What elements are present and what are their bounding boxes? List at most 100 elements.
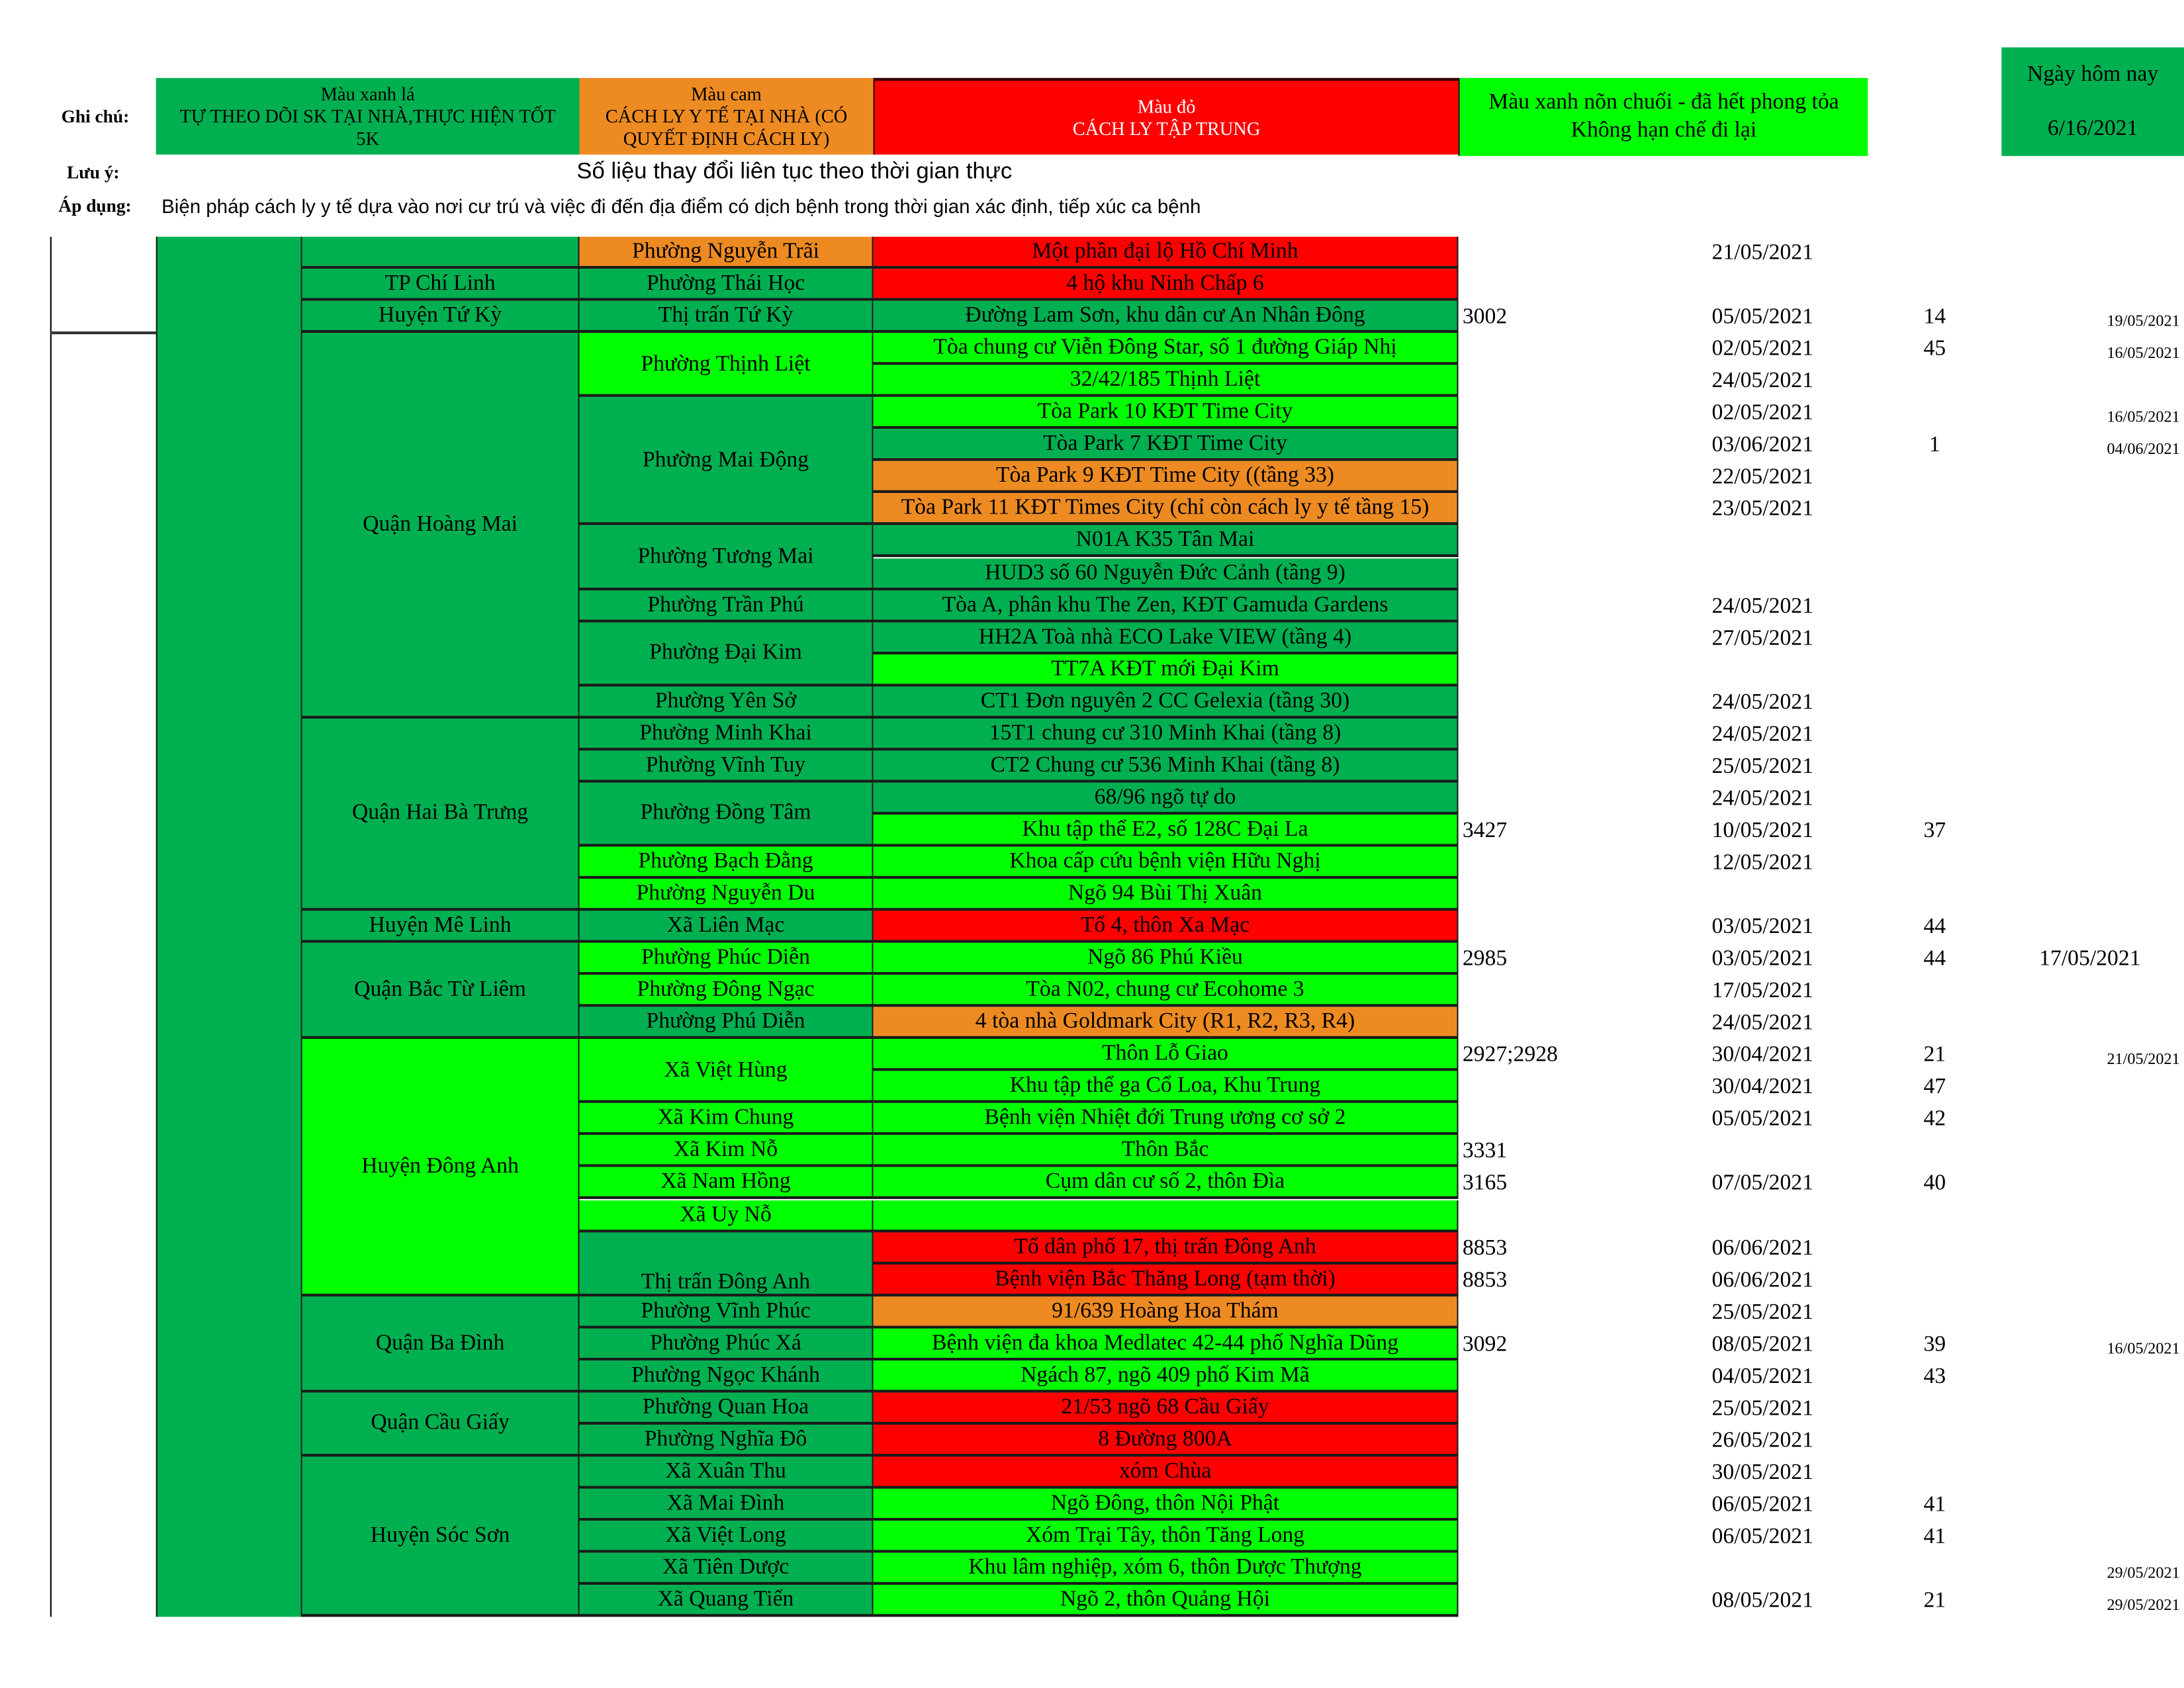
location-cell: 21/53 ngõ 68 Cầu Giấy bbox=[873, 1392, 1459, 1425]
location-cell bbox=[873, 1200, 1459, 1232]
date-cell: 24/05/2021 bbox=[1711, 786, 1813, 811]
date-cell: 25/05/2021 bbox=[1711, 1300, 1813, 1324]
today-box: Ngày hôm nay 6/16/2021 bbox=[2001, 47, 2184, 156]
count-cell: 42 bbox=[1923, 1107, 1946, 1132]
ward-cell: Xã Xuân Thu bbox=[579, 1456, 874, 1489]
ward-cell: Phường Trần Phú bbox=[579, 590, 874, 622]
legend-orange-desc: CÁCH LY Y TẾ TẠI NHÀ (CÓ QUYẾT ĐỊNH CÁCH… bbox=[605, 105, 848, 149]
end-date-cell: 16/05/2021 bbox=[2107, 1341, 2180, 1358]
ward-cell: Xã Quang Tiến bbox=[579, 1585, 874, 1617]
date-cell: 02/05/2021 bbox=[1711, 401, 1813, 425]
location-cell: Ngõ Đông, thôn Nội Phật bbox=[873, 1488, 1459, 1521]
ward-cell: Phường Đông Ngạc bbox=[579, 975, 874, 1008]
ward-cell: Phường Đại Kim bbox=[579, 621, 874, 686]
date-cell: 26/05/2021 bbox=[1711, 1428, 1813, 1452]
legend-lime-title: Màu xanh nõn chuối - đã hết phong tỏa bbox=[1488, 90, 1839, 114]
date-cell: 06/05/2021 bbox=[1711, 1525, 1813, 1549]
date-cell: 03/05/2021 bbox=[1711, 914, 1813, 939]
location-cell: 68/96 ngõ tự do bbox=[873, 782, 1459, 815]
location-cell: Đường Lam Sơn, khu dân cư An Nhân Đông bbox=[873, 300, 1459, 333]
date-cell: 25/05/2021 bbox=[1711, 754, 1813, 779]
ward-cell: Xã Nam Hồng bbox=[579, 1167, 874, 1200]
ward-cell: Phường Bạch Đằng bbox=[579, 846, 874, 879]
location-cell: Cụm dân cư số 2, thôn Đìa bbox=[873, 1167, 1459, 1200]
date-cell: 12/05/2021 bbox=[1711, 850, 1813, 875]
apply-label: Áp dụng: bbox=[58, 195, 132, 216]
ward-cell: Phường Nguyễn Trãi bbox=[579, 236, 874, 269]
count-cell: 47 bbox=[1923, 1075, 1946, 1100]
location-cell: Bệnh viện Bắc Thăng Long (tạm thời) bbox=[873, 1264, 1459, 1296]
date-cell: 03/05/2021 bbox=[1711, 947, 1813, 971]
location-cell: CT2 Chung cư 536 Minh Khai (tầng 8) bbox=[873, 750, 1459, 783]
legend-red: Màu đỏ CÁCH LY TẬP TRUNG bbox=[873, 77, 1459, 155]
end-date-cell: 29/05/2021 bbox=[2107, 1597, 2180, 1615]
legend-orange-title: Màu cam bbox=[691, 83, 762, 104]
note-text: Số liệu thay đổi liên tục theo thời gian… bbox=[576, 158, 1013, 184]
location-cell: Tổ dân phố 17, thị trấn Đông Anh bbox=[873, 1231, 1459, 1265]
location-cell: HH2A Toà nhà ECO Lake VIEW (tầng 4) bbox=[873, 621, 1459, 654]
location-cell: Tòa chung cư Viễn Đông Star, số 1 đường … bbox=[873, 333, 1459, 365]
location-cell: Ngách 87, ngõ 409 phố Kim Mã bbox=[873, 1360, 1459, 1393]
date-cell: 25/05/2021 bbox=[1711, 1396, 1813, 1421]
location-cell: Khoa cấp cứu bệnh viện Hữu Nghị bbox=[873, 846, 1459, 879]
patient-code: 8853 bbox=[1462, 1235, 1508, 1260]
legend-red-title: Màu đỏ bbox=[1137, 95, 1196, 116]
date-cell: 08/05/2021 bbox=[1711, 1589, 1813, 1613]
district-cell: Quận Hoàng Mai bbox=[302, 333, 580, 719]
location-cell: Bệnh viện đa khoa Medlatec 42-44 phố Ngh… bbox=[873, 1328, 1459, 1360]
patient-code: 3165 bbox=[1462, 1171, 1508, 1196]
ward-cell: Phường Nghĩa Đô bbox=[579, 1424, 874, 1457]
date-cell: 10/05/2021 bbox=[1711, 819, 1813, 843]
date-cell: 23/05/2021 bbox=[1711, 498, 1813, 521]
ward-cell: Phường Yên Sở bbox=[579, 686, 874, 719]
today-date: 6/16/2021 bbox=[2047, 116, 2138, 140]
location-cell: Tòa Park 9 KĐT Time City ((tầng 33) bbox=[873, 461, 1459, 494]
patient-code: 3002 bbox=[1462, 305, 1508, 329]
location-cell: Tòa Park 10 KĐT Time City bbox=[873, 397, 1459, 429]
location-cell: HUD3 số 60 Nguyễn Đức Cảnh (tầng 9) bbox=[873, 557, 1459, 590]
ward-cell: Thị trấn Đông Anh bbox=[579, 1231, 874, 1296]
ward-cell: Phường Thịnh Liệt bbox=[579, 333, 874, 398]
location-cell: TT7A KĐT mới Đại Kim bbox=[873, 654, 1459, 686]
ward-cell: Phường Ngọc Khánh bbox=[579, 1360, 874, 1393]
location-cell: Tổ 4, thôn Xa Mạc bbox=[873, 911, 1459, 944]
count-cell: 43 bbox=[1923, 1364, 1946, 1388]
date-cell: 30/04/2021 bbox=[1711, 1075, 1813, 1100]
patient-code: 8853 bbox=[1462, 1268, 1508, 1292]
date-cell: 27/05/2021 bbox=[1711, 626, 1813, 650]
ward-cell: Phường Vĩnh Tuy bbox=[579, 750, 874, 783]
count-cell: 1 bbox=[1929, 433, 1940, 457]
patient-code: 3092 bbox=[1462, 1332, 1508, 1356]
date-cell: 30/05/2021 bbox=[1711, 1460, 1813, 1485]
date-cell: 30/04/2021 bbox=[1711, 1043, 1813, 1067]
location-cell: Tòa Park 11 KĐT Times City (chỉ còn cách… bbox=[873, 493, 1459, 526]
date-cell: 07/05/2021 bbox=[1711, 1171, 1813, 1196]
location-cell: CT1 Đơn nguyên 2 CC Gelexia (tầng 30) bbox=[873, 686, 1459, 719]
count-cell: 37 bbox=[1923, 819, 1946, 843]
location-cell: 8 Đường 800A bbox=[873, 1424, 1459, 1457]
legend-label: Ghi chú: bbox=[61, 105, 130, 127]
location-cell: Ngõ 94 Bùi Thị Xuân bbox=[873, 879, 1459, 911]
count-cell: 21 bbox=[1923, 1043, 1946, 1067]
end-date-cell: 19/05/2021 bbox=[2107, 313, 2180, 330]
date-cell: 05/05/2021 bbox=[1711, 305, 1813, 329]
legend-green-desc: TỰ THEO DÕI SK TẠI NHÀ,THỰC HIỆN TỐT 5K bbox=[179, 105, 556, 149]
end-date-cell: 17/05/2021 bbox=[2039, 947, 2141, 971]
ward-cell: Phường Vĩnh Phúc bbox=[579, 1296, 874, 1329]
ward-cell: Xã Kim Chung bbox=[579, 1103, 874, 1136]
count-cell: 39 bbox=[1923, 1332, 1946, 1356]
count-cell: 44 bbox=[1923, 914, 1946, 939]
end-date-cell: 29/05/2021 bbox=[2107, 1565, 2180, 1582]
location-cell: Khu tập thể ga Cổ Loa, Khu Trung bbox=[873, 1071, 1459, 1104]
location-cell: Xóm Trại Tây, thôn Tăng Long bbox=[873, 1521, 1459, 1553]
patient-code: 3331 bbox=[1462, 1139, 1508, 1164]
note-label: Lưu ý: bbox=[67, 161, 120, 183]
location-cell: Tòa A, phân khu The Zen, KĐT Gamuda Gard… bbox=[873, 590, 1459, 622]
date-cell: 02/05/2021 bbox=[1711, 337, 1813, 361]
apply-text: Biện pháp cách ly y tế dựa vào nơi cư tr… bbox=[161, 195, 1201, 218]
date-cell: 24/05/2021 bbox=[1711, 369, 1813, 393]
ward-cell: Phường Mai Động bbox=[579, 397, 874, 526]
location-cell: xóm Chùa bbox=[873, 1456, 1459, 1489]
location-cell: Ngõ 2, thôn Quảng Hội bbox=[873, 1585, 1459, 1617]
date-cell: 24/05/2021 bbox=[1711, 690, 1813, 715]
